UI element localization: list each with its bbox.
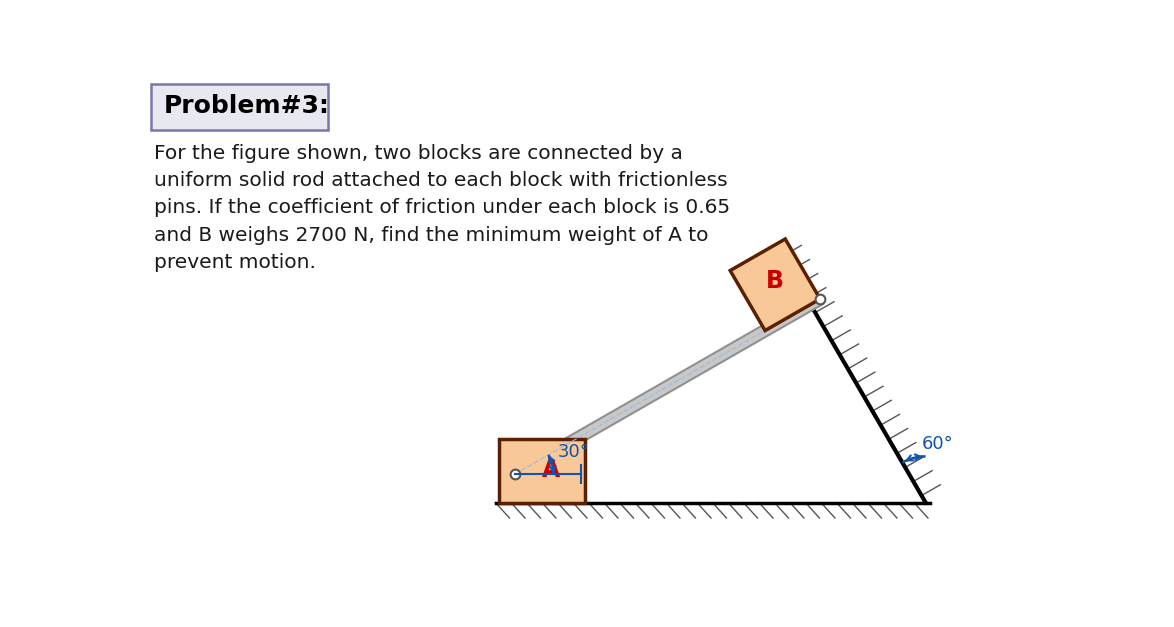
Text: B: B [767,269,784,293]
Text: A: A [541,458,560,482]
Text: Problem#3:: Problem#3: [164,95,330,119]
Text: 60°: 60° [922,435,953,453]
Polygon shape [512,294,823,479]
Bar [499,440,585,503]
Text: 30°: 30° [558,443,589,461]
FancyBboxPatch shape [151,84,328,130]
Polygon shape [730,239,821,330]
Text: For the figure shown, two blocks are connected by a
uniform solid rod attached t: For the figure shown, two blocks are con… [155,144,730,271]
